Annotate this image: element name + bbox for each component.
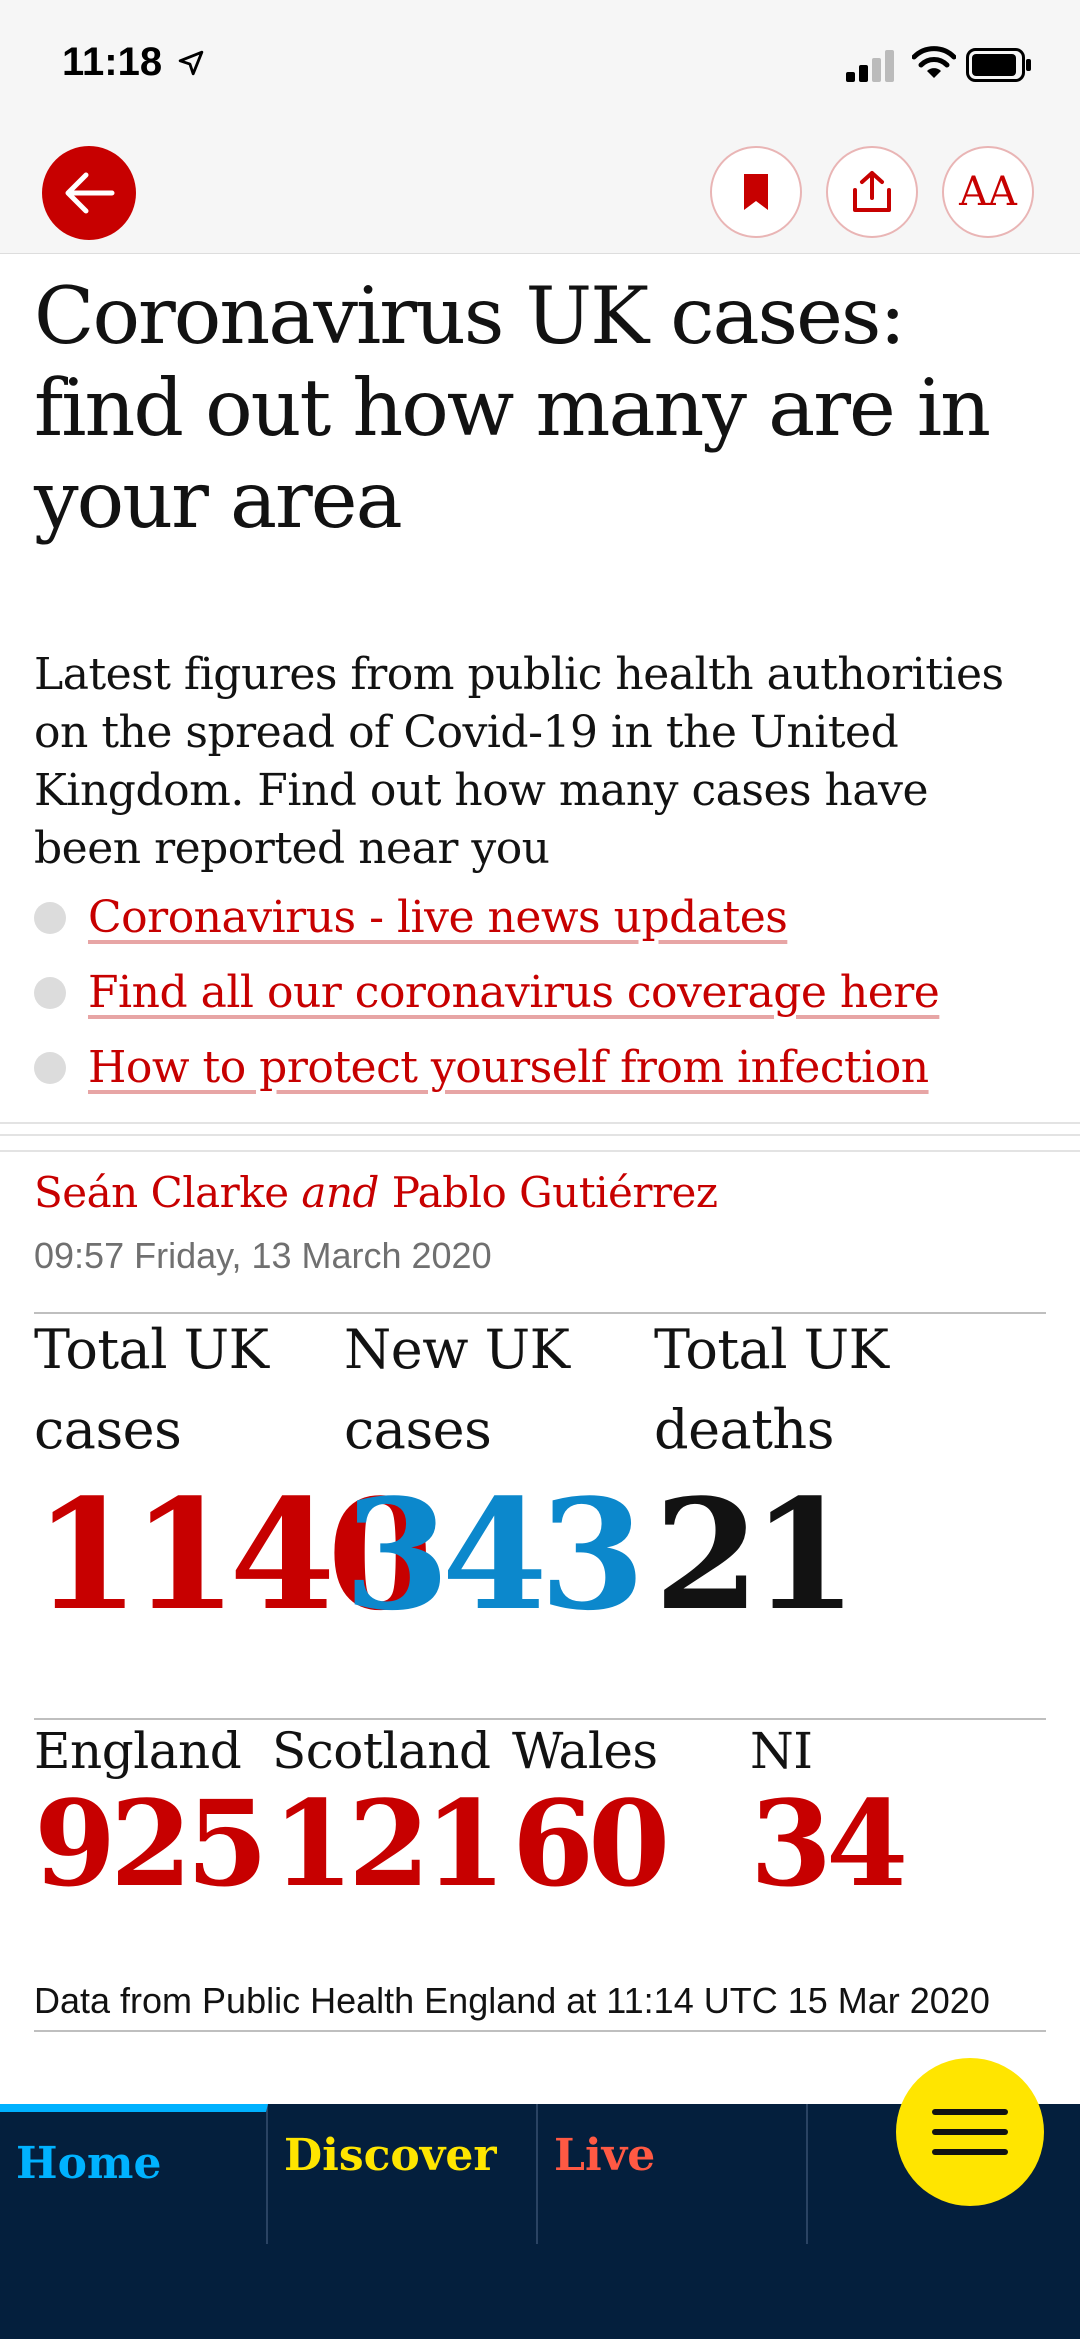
nation-label: Wales bbox=[512, 1722, 658, 1780]
nation-england: England 925 bbox=[34, 1722, 268, 1913]
bullet-icon bbox=[34, 901, 66, 934]
section-divider bbox=[0, 1122, 1080, 1152]
nation-ni: NI 34 bbox=[750, 1722, 908, 1913]
bookmark-icon bbox=[744, 174, 768, 210]
article-standfirst: Latest figures from public health author… bbox=[34, 649, 1004, 874]
nation-value: 121 bbox=[272, 1774, 506, 1913]
tab-home[interactable]: Home bbox=[0, 2104, 268, 2244]
author-link[interactable]: Pablo Gutiérrez bbox=[391, 1168, 718, 1217]
dateline: 09:57 Friday, 13 March 2020 bbox=[34, 1235, 492, 1276]
stat-label: Total UK cases bbox=[34, 1318, 269, 1461]
menu-button[interactable] bbox=[896, 2058, 1044, 2206]
nation-label: England bbox=[34, 1722, 242, 1780]
back-button[interactable] bbox=[42, 146, 136, 240]
nation-scotland: Scotland 121 bbox=[272, 1722, 506, 1913]
related-link[interactable]: Find all our coronavirus coverage here bbox=[88, 967, 940, 1018]
byline: Seán Clarke and Pablo Gutiérrez bbox=[34, 1168, 718, 1217]
tab-label: Live bbox=[554, 2130, 656, 2181]
byline-conjunction: and bbox=[301, 1168, 379, 1217]
article-toolbar: AA bbox=[0, 140, 1080, 254]
tab-label: Discover bbox=[284, 2130, 497, 2181]
status-time: 11:18 bbox=[62, 40, 163, 84]
divider bbox=[34, 1312, 1046, 1314]
article-headline: Coronavirus UK cases: find out how many … bbox=[34, 270, 991, 546]
stat-new-cases: New UK cases 343 bbox=[344, 1310, 645, 1631]
status-bar: 11:18 bbox=[0, 0, 1080, 140]
location-arrow-icon bbox=[178, 50, 204, 80]
related-link-item: Find all our coronavirus coverage here bbox=[34, 955, 1054, 1030]
related-link[interactable]: Coronavirus - live news updates bbox=[88, 892, 788, 943]
text-size-button[interactable]: AA bbox=[942, 146, 1034, 238]
related-link-item: How to protect yourself from infection bbox=[34, 1030, 1054, 1105]
author-link[interactable]: Seán Clarke bbox=[34, 1168, 289, 1217]
nation-value: 34 bbox=[750, 1774, 908, 1913]
stat-label: Total UK deaths bbox=[654, 1318, 889, 1461]
wifi-icon bbox=[911, 46, 957, 84]
bottom-navigation: Home Discover Live bbox=[0, 2104, 1080, 2339]
back-arrow-icon bbox=[65, 172, 115, 214]
battery-icon bbox=[966, 48, 1032, 86]
stat-value: 21 bbox=[654, 1465, 858, 1644]
stat-total-deaths: Total UK deaths 21 bbox=[654, 1310, 954, 1631]
stat-value: 343 bbox=[344, 1465, 645, 1644]
nation-value: 925 bbox=[34, 1774, 268, 1913]
bookmark-button[interactable] bbox=[710, 146, 802, 238]
text-size-icon: AA bbox=[959, 169, 1017, 215]
share-icon bbox=[853, 171, 891, 212]
divider bbox=[34, 1718, 1046, 1720]
related-link[interactable]: How to protect yourself from infection bbox=[88, 1042, 929, 1093]
nation-value: 60 bbox=[512, 1774, 670, 1913]
tab-discover[interactable]: Discover bbox=[268, 2104, 538, 2244]
stat-label: New UK cases bbox=[344, 1318, 570, 1461]
tab-label: Home bbox=[16, 2138, 162, 2189]
data-source-note: Data from Public Health England at 11:14… bbox=[34, 1980, 990, 2021]
nation-label: Scotland bbox=[272, 1722, 491, 1780]
signal-icon bbox=[846, 50, 898, 82]
related-link-item: Coronavirus - live news updates bbox=[34, 880, 1054, 955]
divider bbox=[34, 2030, 1046, 2032]
stat-total-cases: Total UK cases 1140 bbox=[34, 1310, 433, 1631]
stat-value: 1140 bbox=[34, 1465, 433, 1644]
nation-label: NI bbox=[750, 1722, 813, 1780]
bullet-icon bbox=[34, 976, 66, 1009]
tab-live[interactable]: Live bbox=[538, 2104, 808, 2244]
menu-icon bbox=[932, 2109, 1008, 2155]
share-button[interactable] bbox=[826, 146, 918, 238]
bullet-icon bbox=[34, 1051, 66, 1084]
related-links: Coronavirus - live news updates Find all… bbox=[34, 880, 1054, 1105]
nation-wales: Wales 60 bbox=[512, 1722, 670, 1913]
